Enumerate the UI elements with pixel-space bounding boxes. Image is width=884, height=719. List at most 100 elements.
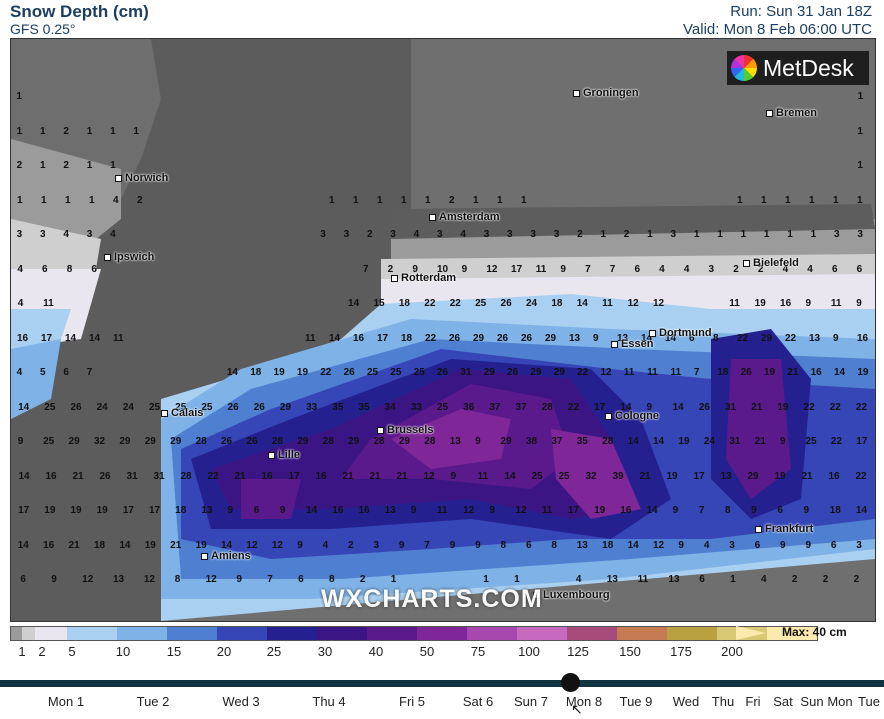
city-norwich: Norwich: [115, 172, 168, 184]
snow-depth-value: 3: [833, 229, 840, 240]
day-label[interactable]: Thu 4: [312, 694, 346, 709]
snow-depth-value: 29: [170, 436, 182, 447]
snow-depth-value: 9: [51, 574, 57, 585]
snow-depth-value: 26: [221, 436, 233, 447]
snow-depth-value: 14: [672, 401, 684, 413]
day-label[interactable]: Tue 9: [619, 694, 653, 709]
snow-depth-value: 1: [110, 125, 116, 137]
snow-depth-value: 1: [86, 160, 93, 171]
city-lille: Lille: [268, 449, 300, 461]
snow-depth-value: 35: [576, 436, 588, 447]
snow-depth-value: 4: [683, 263, 690, 275]
legend-tick-label: 200: [721, 644, 743, 659]
snow-depth-value: 17: [693, 470, 705, 482]
timeline-track[interactable]: [0, 680, 884, 687]
snow-depth-value: 19: [774, 470, 786, 482]
snow-depth-value: 24: [703, 436, 715, 447]
day-label[interactable]: Fri 5: [399, 694, 425, 709]
day-label[interactable]: Mon: [827, 694, 853, 709]
snow-depth-value: 28: [180, 470, 192, 482]
snow-depth-value: 2: [623, 229, 630, 240]
snow-depth-value: 4: [575, 574, 582, 585]
snow-depth-value: 14: [504, 470, 516, 482]
legend-swatch: [767, 627, 817, 640]
legend-swatch: [11, 627, 22, 640]
day-label[interactable]: Sat 6: [462, 694, 494, 709]
city-brussels: Brussels: [377, 424, 433, 436]
day-label[interactable]: Thu: [711, 694, 735, 709]
day-label[interactable]: Fri: [745, 694, 761, 709]
snow-depth-value: 9: [805, 298, 812, 309]
snow-depth-value: 26: [253, 401, 265, 413]
snow-depth-value: 17: [511, 263, 523, 275]
snow-depth-value: 12: [271, 539, 283, 551]
snow-depth-value: 7: [609, 263, 616, 275]
snow-depth-value: 1: [857, 91, 864, 102]
snow-depth-value: 26: [70, 401, 82, 413]
snow-depth-value: 9: [475, 539, 481, 551]
snow-depth-value: 4: [322, 539, 329, 551]
snow-depth-value: 1: [833, 194, 839, 206]
snow-depth-value: 12: [653, 539, 665, 551]
day-label[interactable]: Tue 2: [136, 694, 170, 709]
day-label[interactable]: Sun 7: [514, 694, 548, 709]
snow-depth-value: 1: [40, 125, 46, 137]
metdesk-logo: MetDesk: [727, 51, 869, 85]
snow-depth-value: 4: [113, 194, 119, 206]
snow-depth-value: 25: [201, 401, 213, 413]
logo-text: MetDesk: [763, 54, 854, 81]
snow-depth-value: 6: [20, 574, 26, 585]
day-label[interactable]: Sat: [773, 694, 793, 709]
snow-depth-value: 22: [855, 401, 868, 413]
day-label[interactable]: Tue: [858, 694, 880, 709]
day-label[interactable]: Mon 1: [47, 694, 85, 709]
snow-depth-value: 12: [486, 263, 498, 275]
snow-depth-value: 14: [18, 470, 30, 482]
snow-depth-value: 2: [577, 229, 583, 240]
snow-depth-value: 31: [153, 470, 165, 482]
snow-depth-value: 1: [737, 194, 743, 206]
snow-depth-value: 31: [460, 367, 472, 378]
snow-depth-value: 2: [63, 160, 69, 171]
snow-depth-value: 35: [358, 401, 370, 413]
day-label[interactable]: Wed 3: [222, 694, 260, 709]
legend-swatch: [35, 627, 67, 640]
snow-depth-value: 25: [805, 436, 817, 447]
mouse-cursor-icon: ↖: [571, 701, 583, 717]
snow-depth-value: 25: [390, 367, 402, 378]
snow-depth-value: 16: [17, 332, 29, 344]
snow-depth-value: 29: [119, 436, 131, 447]
snow-depth-value: 21: [342, 470, 354, 482]
snow-depth-value: 16: [780, 298, 792, 309]
snow-depth-value: 24: [122, 401, 134, 413]
day-label[interactable]: Wed: [672, 694, 700, 709]
snow-depth-value: 2: [733, 263, 739, 275]
snow-depth-value: 38: [525, 436, 538, 447]
legend-tick-label: 10: [115, 644, 131, 659]
timeline-handle[interactable]: [561, 673, 580, 692]
snow-depth-value: 1: [857, 125, 863, 137]
snow-depth-value: 13: [617, 332, 629, 344]
legend-arrow: [736, 626, 766, 640]
day-label[interactable]: Mon 8: [565, 694, 603, 709]
snow-depth-value: 1: [497, 194, 503, 206]
snow-depth-value: 9: [398, 539, 405, 551]
snow-depth-value: 12: [600, 367, 612, 378]
snow-depth-value: 17: [288, 470, 300, 482]
snow-depth-value: 18: [551, 298, 563, 309]
snow-depth-value: 1: [785, 194, 791, 206]
snow-depth-value: 37: [489, 401, 501, 413]
snow-depth-value: 9: [803, 505, 810, 516]
snow-depth-value: 2: [449, 194, 455, 206]
snow-depth-value: 2: [387, 263, 394, 275]
day-label[interactable]: Sun: [800, 694, 824, 709]
snow-depth-value: 19: [754, 298, 766, 309]
snow-depth-value: 9: [678, 539, 684, 551]
snow-depth-value: 3: [729, 539, 735, 551]
snow-depth-value: 22: [567, 401, 580, 413]
snow-depth-value: 6: [830, 539, 837, 551]
snow-depth-value: 7: [693, 367, 700, 378]
snow-depth-value: 3: [320, 229, 326, 240]
snow-depth-value: 34: [384, 401, 396, 413]
